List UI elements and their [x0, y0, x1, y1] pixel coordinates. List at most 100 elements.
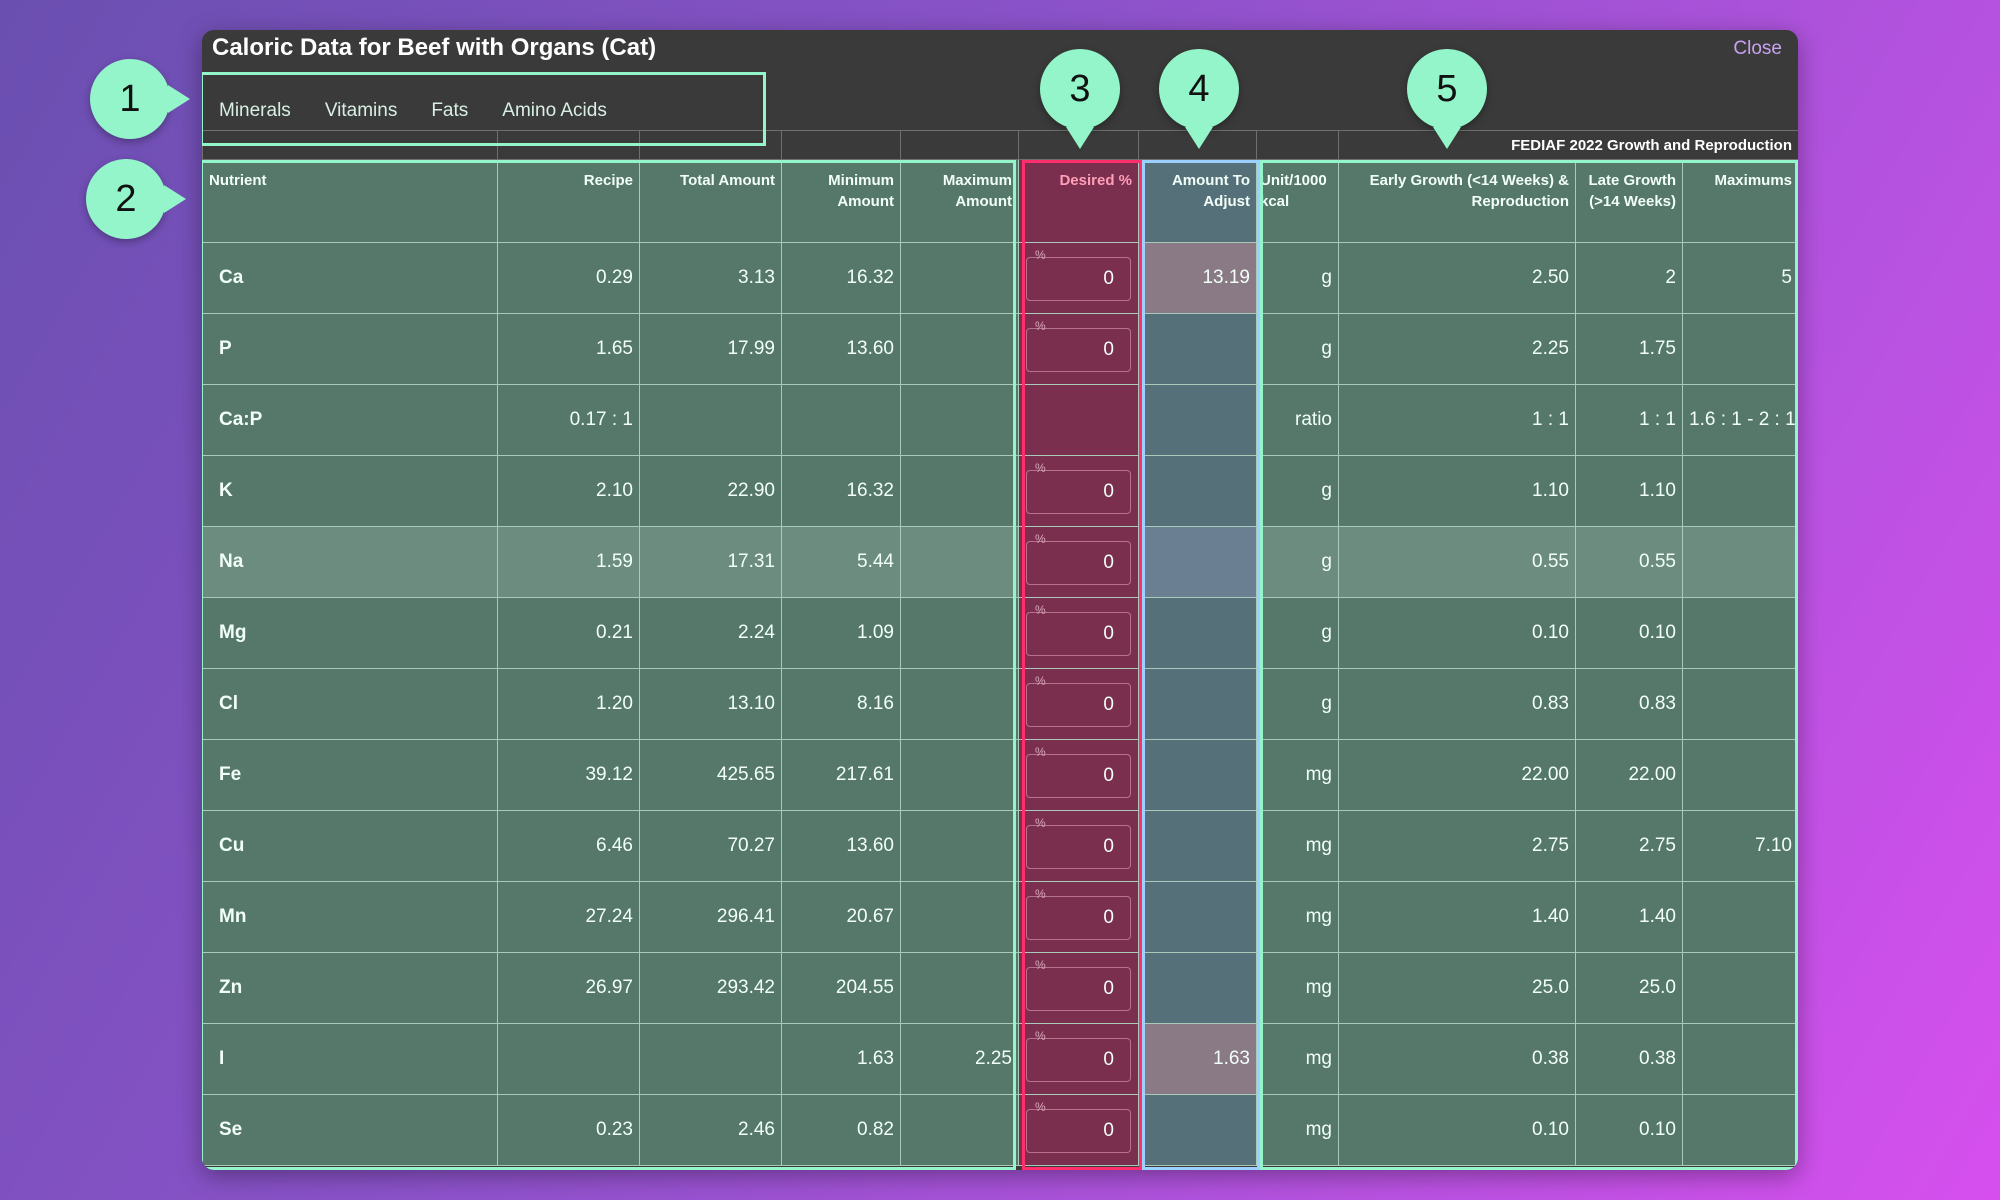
minimum-amount-cell: 1.09 — [781, 597, 901, 669]
desired-percent-value: 0 — [1103, 978, 1114, 999]
desired-percent-value: 0 — [1103, 1049, 1114, 1070]
amount-to-adjust-cell — [1138, 881, 1257, 953]
callout-5-pointer — [1433, 127, 1461, 149]
desired-percent-cell: % 0 — [1018, 668, 1139, 740]
desired-percent-input[interactable]: % 0 — [1026, 248, 1131, 301]
maximum-amount-cell — [900, 526, 1019, 598]
nutrient-cell: Mn — [202, 881, 498, 953]
tab-vitamins[interactable]: Vitamins — [324, 100, 398, 121]
desired-percent-input[interactable]: % 0 — [1026, 887, 1131, 940]
callout-1: 1 — [90, 59, 170, 139]
recipe-cell: 1.65 — [497, 313, 640, 385]
maximum-amount-cell — [900, 739, 1019, 811]
percent-label: % — [1035, 1029, 1046, 1043]
desired-percent-value: 0 — [1103, 552, 1114, 573]
desired-percent-input[interactable]: % 0 — [1026, 816, 1131, 869]
desired-percent-input[interactable]: % 0 — [1026, 745, 1131, 798]
header-desired-percent: Desired % — [1018, 159, 1139, 243]
nutrient-cell: Se — [202, 1094, 498, 1166]
table-row: I 1.63 2.25% 0 1.63 mg 0.38 0.38 — [202, 1023, 1798, 1095]
caloric-data-dialog: Caloric Data for Beef with Organs (Cat) … — [202, 30, 1798, 1170]
minimum-amount-cell: 5.44 — [781, 526, 901, 598]
table-row: Mn 27.24 296.41 20.67% 0 mg 1.40 1.40 — [202, 881, 1798, 953]
callout-5: 5 — [1407, 49, 1487, 129]
nutrient-cell: Mg — [202, 597, 498, 669]
desired-percent-cell: % 0 — [1018, 881, 1139, 953]
percent-label: % — [1035, 532, 1046, 546]
early-growth-cell: 1.40 — [1338, 881, 1576, 953]
header-minimum-amount: Minimum Amount — [781, 159, 901, 243]
desired-percent-input[interactable]: % 0 — [1026, 958, 1131, 1011]
percent-label: % — [1035, 674, 1046, 688]
recipe-cell: 6.46 — [497, 810, 640, 882]
desired-percent-input[interactable]: % 0 — [1026, 532, 1131, 585]
recipe-cell: 2.10 — [497, 455, 640, 527]
unit-cell: mg — [1256, 1094, 1339, 1166]
late-growth-cell: 1.75 — [1575, 313, 1683, 385]
amount-to-adjust-cell — [1138, 1094, 1257, 1166]
desired-percent-input[interactable]: % 0 — [1026, 674, 1131, 727]
desired-percent-value: 0 — [1103, 765, 1114, 786]
late-growth-cell: 1.10 — [1575, 455, 1683, 527]
callout-2: 2 — [86, 159, 166, 239]
total-amount-cell: 2.46 — [639, 1094, 782, 1166]
percent-label: % — [1035, 603, 1046, 617]
minimum-amount-cell: 13.60 — [781, 313, 901, 385]
maximum-amount-cell — [900, 384, 1019, 456]
early-growth-cell: 2.75 — [1338, 810, 1576, 882]
unit-cell: g — [1256, 526, 1339, 598]
early-growth-cell: 1 : 1 — [1338, 384, 1576, 456]
early-growth-cell: 0.10 — [1338, 1094, 1576, 1166]
desired-percent-cell: % 0 — [1018, 1023, 1139, 1095]
header-unit: Unit/1000 kcal — [1256, 159, 1339, 243]
late-growth-cell: 22.00 — [1575, 739, 1683, 811]
total-amount-cell: 70.27 — [639, 810, 782, 882]
early-growth-cell: 2.25 — [1338, 313, 1576, 385]
recipe-cell: 0.21 — [497, 597, 640, 669]
desired-percent-cell: % 0 — [1018, 242, 1139, 314]
dialog-title: Caloric Data for Beef with Organs (Cat) — [212, 34, 657, 61]
late-growth-cell: 0.38 — [1575, 1023, 1683, 1095]
nutrient-cell: Zn — [202, 952, 498, 1024]
total-amount-cell: 17.31 — [639, 526, 782, 598]
percent-label: % — [1035, 745, 1046, 759]
table-row: Mg 0.21 2.24 1.09% 0 g 0.10 0.10 — [202, 597, 1798, 669]
late-growth-cell: 1.40 — [1575, 881, 1683, 953]
maximums-cell — [1682, 1023, 1798, 1095]
amount-to-adjust-cell — [1138, 739, 1257, 811]
table-row: Na 1.59 17.31 5.44% 0 g 0.55 0.55 — [202, 526, 1798, 598]
desired-percent-input[interactable]: % 0 — [1026, 461, 1131, 514]
close-button[interactable]: Close — [1733, 38, 1782, 59]
tab-fats[interactable]: Fats — [431, 100, 469, 121]
maximum-amount-cell — [900, 952, 1019, 1024]
callout-3: 3 — [1040, 49, 1120, 129]
maximum-amount-cell — [900, 881, 1019, 953]
maximum-amount-cell — [900, 1094, 1019, 1166]
nutrient-cell: Ca — [202, 242, 498, 314]
desired-percent-cell: % 0 — [1018, 952, 1139, 1024]
table-row: P 1.65 17.99 13.60% 0 g 2.25 1.75 — [202, 313, 1798, 385]
amount-to-adjust-cell — [1138, 668, 1257, 740]
tab-amino-acids[interactable]: Amino Acids — [502, 100, 607, 121]
unit-cell: mg — [1256, 881, 1339, 953]
maximum-amount-cell — [900, 597, 1019, 669]
recipe-cell: 39.12 — [497, 739, 640, 811]
total-amount-cell — [639, 1023, 782, 1095]
desired-percent-input[interactable]: % 0 — [1026, 1100, 1131, 1153]
maximum-amount-cell: 2.25 — [900, 1023, 1019, 1095]
header-nutrient: Nutrient — [202, 159, 498, 243]
amount-to-adjust-cell — [1138, 526, 1257, 598]
group-header-fediaf: FEDIAF 2022 Growth and Reproduction — [1338, 130, 1798, 160]
nutrient-table: FEDIAF 2022 Growth and Reproduction Nutr… — [202, 130, 1798, 1166]
nutrient-cell: Fe — [202, 739, 498, 811]
desired-percent-input[interactable]: % 0 — [1026, 1029, 1131, 1082]
minimum-amount-cell: 8.16 — [781, 668, 901, 740]
maximums-cell — [1682, 739, 1798, 811]
desired-percent-input[interactable]: % 0 — [1026, 603, 1131, 656]
early-growth-cell: 0.10 — [1338, 597, 1576, 669]
maximum-amount-cell — [900, 668, 1019, 740]
maximums-cell — [1682, 881, 1798, 953]
desired-percent-input[interactable]: % 0 — [1026, 319, 1131, 372]
total-amount-cell — [639, 384, 782, 456]
